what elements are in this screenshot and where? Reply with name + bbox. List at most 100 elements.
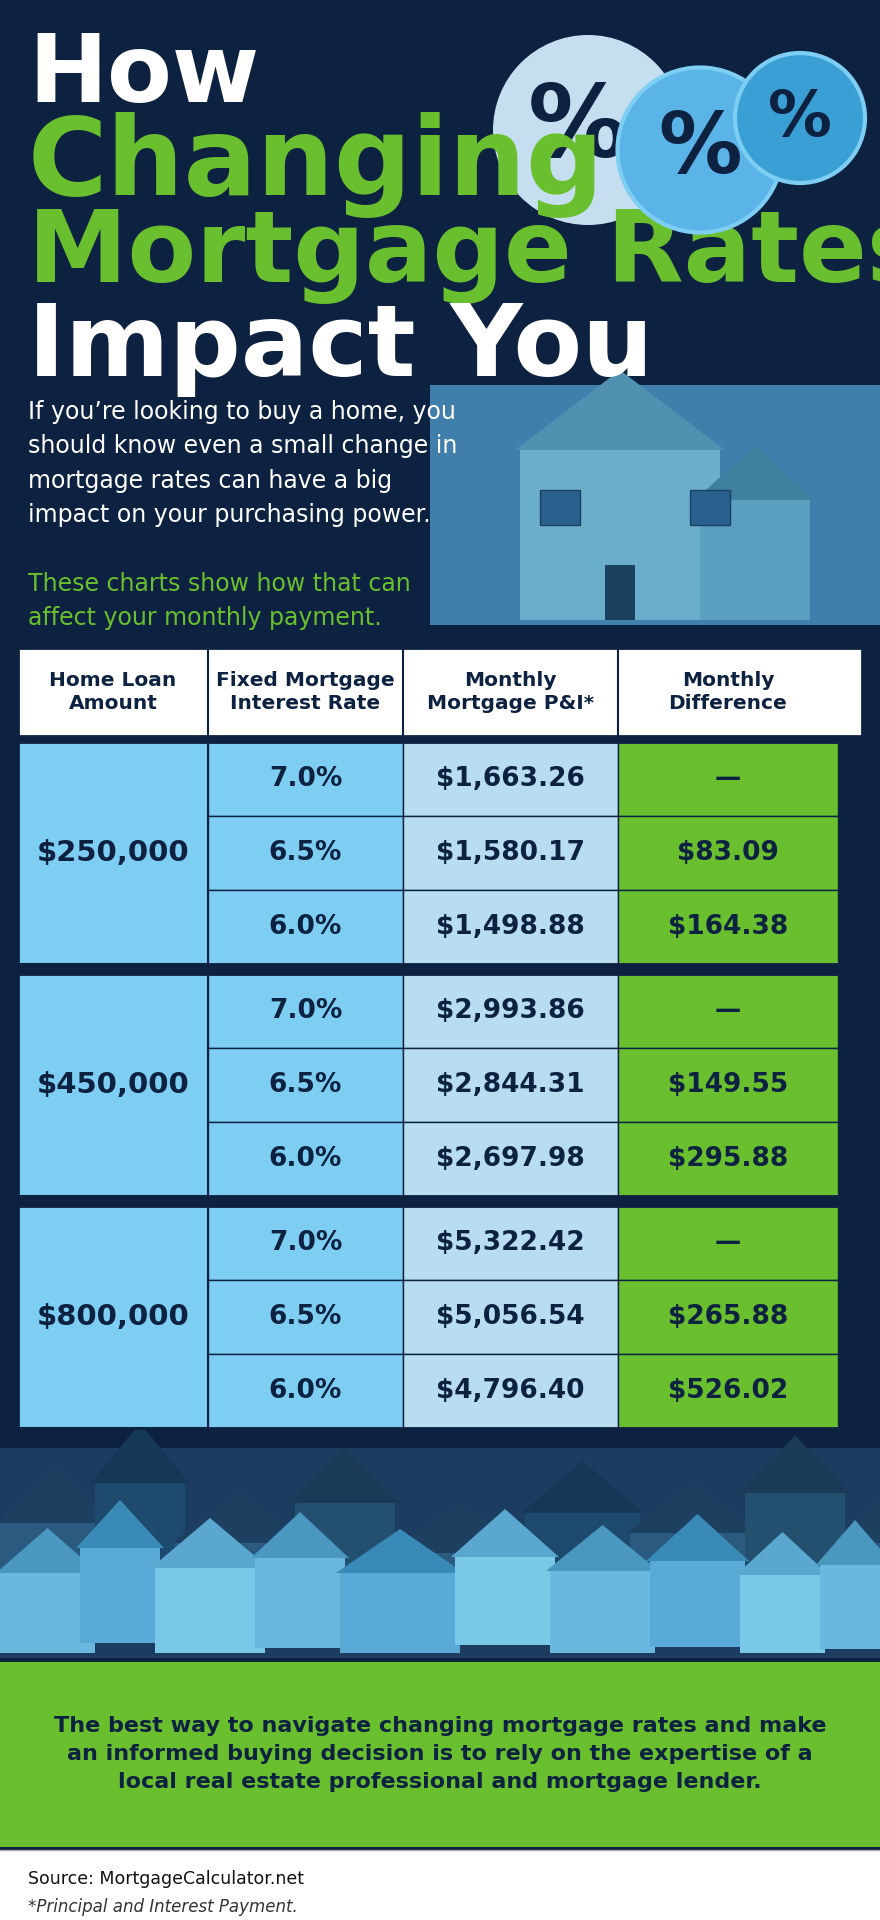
Text: 7.0%: 7.0% bbox=[268, 998, 342, 1023]
Text: 7.0%: 7.0% bbox=[268, 1231, 342, 1256]
Text: —: — bbox=[715, 1231, 741, 1256]
Polygon shape bbox=[626, 1482, 759, 1532]
Bar bbox=[295, 1503, 395, 1613]
Text: $2,844.31: $2,844.31 bbox=[436, 1071, 585, 1098]
Text: The best way to navigate changing mortgage rates and make
an informed buying dec: The best way to navigate changing mortga… bbox=[54, 1716, 826, 1793]
Polygon shape bbox=[91, 1423, 189, 1482]
Text: %: % bbox=[658, 109, 742, 190]
Text: $526.02: $526.02 bbox=[668, 1379, 788, 1404]
Bar bbox=[618, 741, 838, 816]
Polygon shape bbox=[76, 1500, 164, 1548]
Bar bbox=[0, 1523, 110, 1622]
Bar bbox=[618, 1281, 838, 1354]
Text: $4,796.40: $4,796.40 bbox=[436, 1379, 584, 1404]
Polygon shape bbox=[251, 1513, 349, 1557]
Text: 6.5%: 6.5% bbox=[268, 841, 342, 866]
Bar bbox=[403, 1121, 618, 1196]
Bar bbox=[840, 1544, 880, 1634]
Bar bbox=[175, 1544, 305, 1634]
Text: $295.88: $295.88 bbox=[668, 1146, 788, 1171]
Polygon shape bbox=[171, 1494, 309, 1544]
Bar bbox=[18, 741, 862, 964]
Bar bbox=[208, 1354, 403, 1428]
Text: Impact You: Impact You bbox=[28, 300, 653, 397]
Text: $1,580.17: $1,580.17 bbox=[436, 841, 585, 866]
Polygon shape bbox=[381, 1505, 539, 1553]
Bar bbox=[80, 1548, 160, 1644]
Bar bbox=[208, 891, 403, 964]
Bar bbox=[208, 816, 403, 891]
Text: 6.0%: 6.0% bbox=[268, 1146, 342, 1171]
Bar bbox=[18, 649, 862, 735]
Bar bbox=[18, 973, 862, 1196]
Bar bbox=[618, 1121, 838, 1196]
Text: *Principal and Interest Payment.
Total monthly payment may vary based on loan sp: *Principal and Interest Payment. Total m… bbox=[28, 1899, 545, 1920]
Text: $5,056.54: $5,056.54 bbox=[436, 1304, 585, 1331]
Text: $2,697.98: $2,697.98 bbox=[436, 1146, 585, 1171]
Text: $265.88: $265.88 bbox=[668, 1304, 788, 1331]
Bar bbox=[618, 816, 838, 891]
Bar bbox=[618, 891, 838, 964]
Text: These charts show how that can
affect your monthly payment.: These charts show how that can affect yo… bbox=[28, 572, 411, 630]
Bar bbox=[208, 1121, 403, 1196]
Text: $450,000: $450,000 bbox=[37, 1071, 189, 1098]
Text: $1,663.26: $1,663.26 bbox=[436, 766, 585, 791]
Bar bbox=[95, 1482, 185, 1603]
Polygon shape bbox=[736, 1532, 829, 1574]
Polygon shape bbox=[451, 1509, 559, 1557]
Polygon shape bbox=[0, 1528, 99, 1572]
Bar bbox=[605, 564, 635, 620]
Text: 6.5%: 6.5% bbox=[268, 1071, 342, 1098]
Text: $2,993.86: $2,993.86 bbox=[436, 998, 585, 1023]
Polygon shape bbox=[0, 1469, 114, 1523]
Bar bbox=[550, 1571, 655, 1653]
Bar bbox=[155, 1569, 265, 1653]
Text: %: % bbox=[528, 81, 628, 179]
Bar bbox=[0, 1851, 880, 1920]
Bar bbox=[540, 490, 580, 524]
Text: If you’re looking to buy a home, you
should know even a small change in
mortgage: If you’re looking to buy a home, you sho… bbox=[28, 399, 458, 528]
Text: Fixed Mortgage
Interest Rate: Fixed Mortgage Interest Rate bbox=[216, 670, 395, 712]
Bar bbox=[0, 1448, 880, 1659]
Ellipse shape bbox=[618, 67, 782, 232]
Bar bbox=[430, 386, 880, 626]
Text: Monthly
Difference: Monthly Difference bbox=[669, 670, 788, 712]
Polygon shape bbox=[836, 1498, 880, 1544]
Bar bbox=[208, 1206, 403, 1281]
Ellipse shape bbox=[493, 35, 683, 225]
Bar bbox=[520, 449, 720, 620]
Bar bbox=[255, 1557, 345, 1647]
Text: 7.0%: 7.0% bbox=[268, 766, 342, 791]
Polygon shape bbox=[695, 445, 815, 499]
Polygon shape bbox=[336, 1528, 464, 1572]
Text: $149.55: $149.55 bbox=[668, 1071, 788, 1098]
Bar bbox=[618, 1206, 838, 1281]
Polygon shape bbox=[291, 1448, 399, 1503]
Bar bbox=[403, 1281, 618, 1354]
Bar bbox=[618, 1354, 838, 1428]
Bar bbox=[403, 1048, 618, 1121]
Text: Home Loan
Amount: Home Loan Amount bbox=[49, 670, 177, 712]
Bar bbox=[618, 1048, 838, 1121]
Bar bbox=[455, 1557, 555, 1645]
Ellipse shape bbox=[735, 54, 865, 182]
Bar bbox=[700, 499, 810, 620]
Polygon shape bbox=[151, 1519, 269, 1569]
Bar bbox=[208, 973, 403, 1048]
Text: $5,322.42: $5,322.42 bbox=[436, 1231, 585, 1256]
Bar bbox=[18, 1206, 862, 1428]
Text: Mortgage Rates: Mortgage Rates bbox=[28, 207, 880, 303]
Bar bbox=[18, 973, 208, 1196]
Text: Monthly
Mortgage P&I*: Monthly Mortgage P&I* bbox=[427, 670, 594, 712]
Bar bbox=[403, 891, 618, 964]
Text: $1,498.88: $1,498.88 bbox=[436, 914, 585, 941]
Polygon shape bbox=[515, 371, 725, 449]
Bar bbox=[745, 1494, 845, 1609]
Text: 6.0%: 6.0% bbox=[268, 914, 342, 941]
Text: $164.38: $164.38 bbox=[668, 914, 788, 941]
Text: %: % bbox=[768, 86, 832, 150]
Bar bbox=[403, 816, 618, 891]
Bar bbox=[630, 1532, 755, 1628]
Bar bbox=[525, 1513, 640, 1619]
Bar bbox=[820, 1565, 880, 1649]
